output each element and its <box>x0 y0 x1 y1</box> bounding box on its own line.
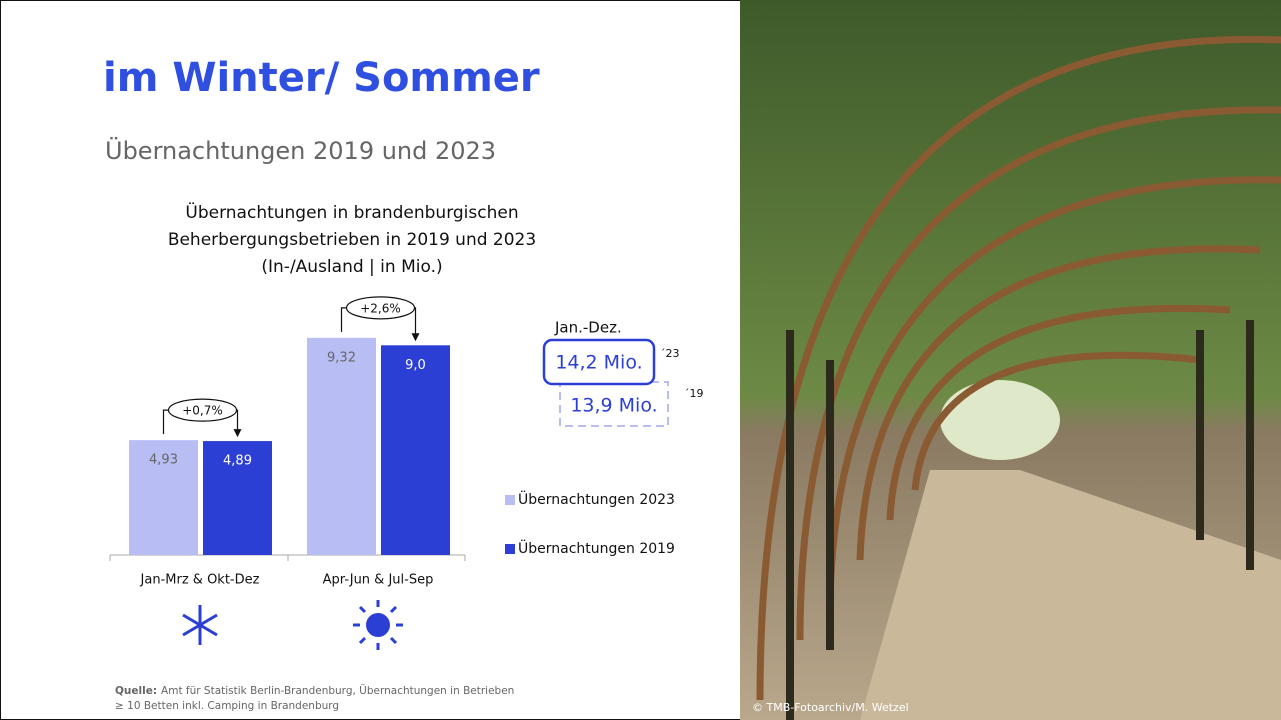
total-year: ´19 <box>684 387 704 400</box>
legend-label: Übernachtungen 2023 <box>518 490 675 508</box>
value-label: 4,89 <box>223 454 252 469</box>
source-line: ≥ 10 Betten inkl. Camping in Brandenburg <box>115 700 339 712</box>
totals-label: Jan.-Dez. <box>554 319 622 337</box>
bar <box>381 345 450 555</box>
photo-credit: © TMB-Fotoarchiv/M. Wetzel <box>752 701 909 714</box>
value-label: 9,32 <box>327 350 356 365</box>
legend-swatch <box>505 544 515 554</box>
chart-title: Beherbergungsbetrieben in 2019 und 2023 <box>168 230 536 250</box>
source-label: Quelle: <box>115 685 157 697</box>
slide: © TMB-Fotoarchiv/M. Wetzel im Winter/ So… <box>0 0 1281 720</box>
legend-label: Übernachtungen 2019 <box>518 539 675 557</box>
total-value: 14,2 Mio. <box>555 352 642 374</box>
source: Quelle: Amt für Statistik Berlin-Brandenb… <box>115 684 514 697</box>
photo <box>740 0 1281 720</box>
x-tick-label: Jan-Mrz & Okt-Dez <box>140 573 260 588</box>
slide-subtitle: Übernachtungen 2019 und 2023 <box>105 136 496 165</box>
total-value: 13,9 Mio. <box>570 395 657 417</box>
slide-title: im Winter/ Sommer <box>103 55 540 101</box>
chart-title: (In-/Ausland | in Mio.) <box>261 257 442 277</box>
x-tick-label: Apr-Jun & Jul-Sep <box>323 573 434 588</box>
legend-swatch <box>505 495 515 505</box>
chart-title: Übernachtungen in brandenburgischen <box>185 201 518 223</box>
change-label: +0,7% <box>182 404 223 418</box>
source-line: Amt für Statistik Berlin-Brandenburg, Üb… <box>161 684 514 697</box>
total-year: ´23 <box>660 347 680 360</box>
bar <box>307 338 376 555</box>
change-label: +2,6% <box>360 301 401 315</box>
value-label: 4,93 <box>149 453 178 468</box>
value-label: 9,0 <box>405 358 426 373</box>
